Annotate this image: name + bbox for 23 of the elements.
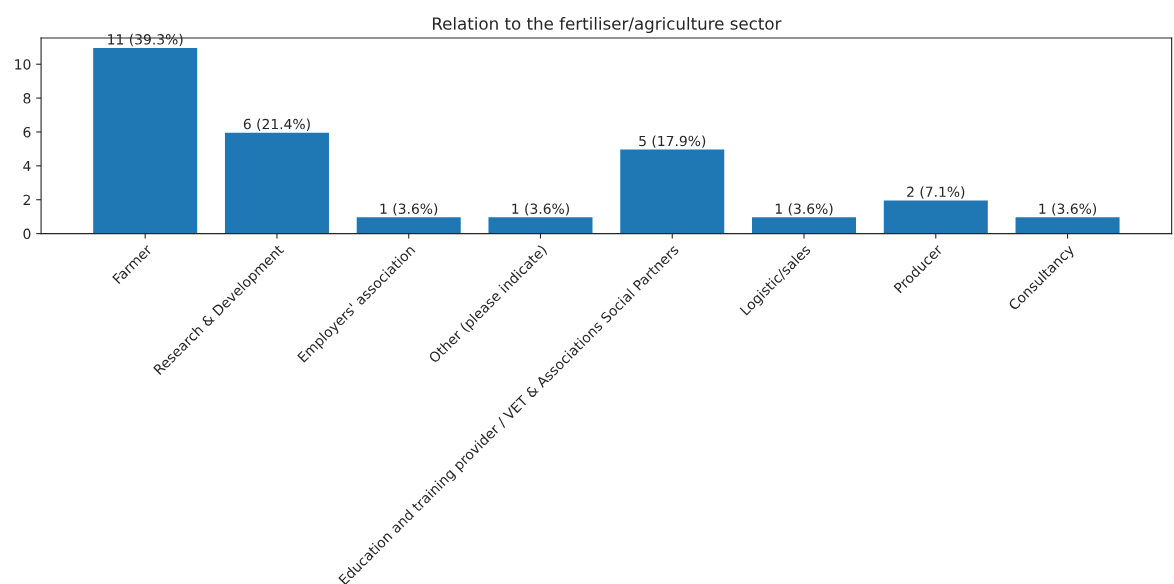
- y-tick-label: 8: [23, 93, 31, 104]
- bar: [882, 199, 990, 234]
- data-label: 5 (17.9%): [639, 135, 706, 148]
- data-label: 11 (39.3%): [108, 33, 183, 47]
- data-label: 1 (3.6%): [512, 203, 569, 216]
- y-tick-label: 10: [15, 59, 31, 70]
- bar: [355, 215, 463, 234]
- bar: [223, 131, 331, 234]
- data-label: 2 (7.1%): [907, 186, 965, 199]
- y-tick-label: 2: [23, 194, 30, 205]
- bar: [618, 148, 726, 234]
- chart-title: Relation to the fertiliser/agriculture sector: [432, 16, 782, 34]
- data-label: 1 (3.6%): [380, 203, 438, 216]
- bar: [487, 215, 594, 234]
- y-tick-label: 4: [23, 161, 31, 172]
- bar: [1014, 215, 1121, 234]
- data-label: 1 (3.6%): [775, 203, 833, 216]
- bar: [750, 215, 858, 234]
- y-tick-label: 6: [23, 126, 31, 138]
- data-label: 6 (21.4%): [243, 118, 310, 131]
- y-tick-label: 0: [23, 228, 31, 240]
- bar: [91, 46, 199, 234]
- data-label: 1 (3.6%): [1039, 203, 1097, 216]
